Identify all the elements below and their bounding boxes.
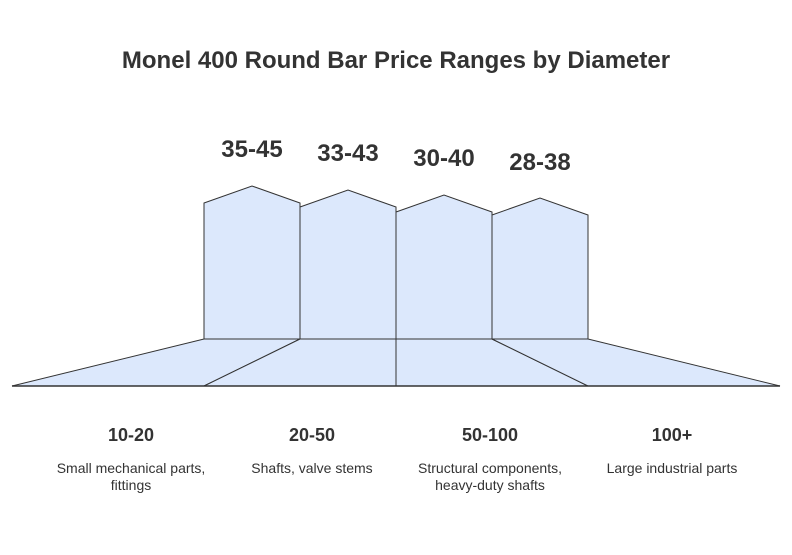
diameter-description-3: Structural components, heavy-duty shafts [418, 460, 562, 493]
diameter-range-4: 100+ [651, 425, 693, 445]
diameter-range-3: 50-100 [461, 425, 519, 445]
price-column-1 [203, 185, 301, 340]
diameter-description-1: Small mechanical parts, fittings [56, 460, 206, 493]
price-label-3: 30-40 [413, 145, 474, 172]
price-label-1: 35-45 [221, 136, 282, 163]
diameter-description-2: Shafts, valve stems [251, 460, 373, 476]
price-label-2: 33-43 [317, 140, 378, 167]
diameter-range-2: 20-50 [288, 425, 336, 445]
diameter-column-4: 100+ Large industrial parts [582, 424, 762, 477]
price-column-3 [395, 194, 493, 340]
diameter-column-2: 20-50 Shafts, valve stems [222, 424, 402, 477]
diameter-range-1: 10-20 [107, 425, 155, 445]
price-column-2 [299, 189, 397, 340]
price-label-4: 28-38 [509, 149, 570, 176]
price-column-4 [491, 197, 589, 340]
diameter-column-3: 50-100 Structural components, heavy-duty… [400, 424, 580, 494]
diagram-title: Monel 400 Round Bar Price Ranges by Diam… [121, 47, 671, 74]
diameter-description-4: Large industrial parts [606, 460, 738, 476]
diameter-column-1: 10-20 Small mechanical parts, fittings [41, 424, 221, 494]
